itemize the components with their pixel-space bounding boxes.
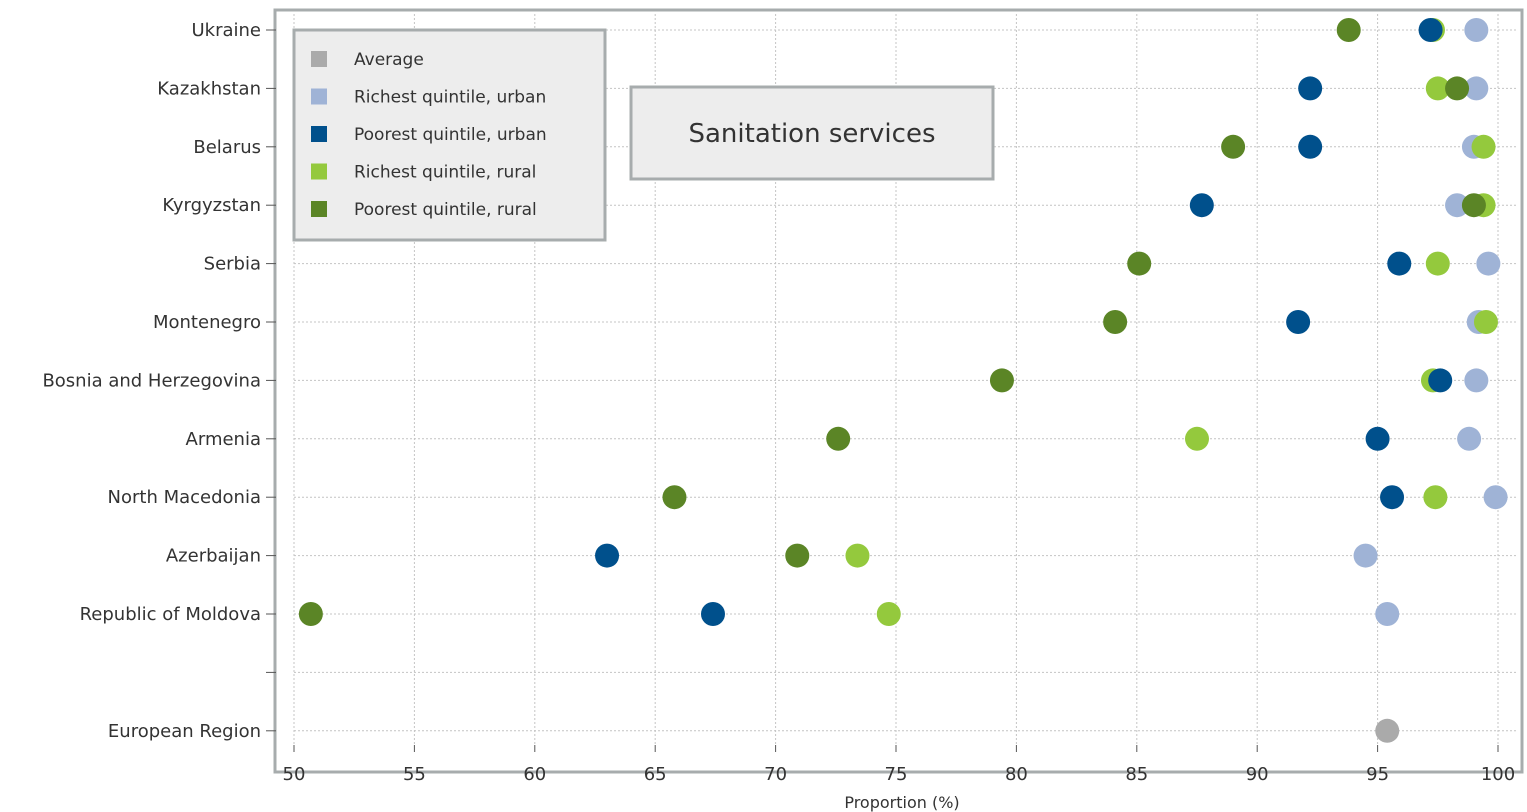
- data-point: [1387, 251, 1412, 276]
- title-box: Sanitation services: [629, 85, 995, 181]
- x-axis-title: Proportion (%): [844, 793, 959, 812]
- data-point: [1298, 134, 1323, 159]
- x-tick-label: 55: [403, 764, 426, 785]
- data-point: [1221, 134, 1246, 159]
- data-point: [1423, 485, 1448, 510]
- category-label: European Region: [108, 721, 261, 742]
- title-box-frame: [629, 85, 995, 181]
- data-points: [298, 18, 1508, 743]
- data-point: [1461, 193, 1486, 218]
- legend-swatch: [311, 126, 327, 142]
- data-point: [1445, 76, 1470, 101]
- data-point: [1425, 76, 1450, 101]
- x-tick-label: 65: [644, 764, 667, 785]
- data-point: [1298, 76, 1323, 101]
- legend-items: Average Richest quintile, urban Poorest qu…: [311, 50, 547, 220]
- data-point: [1464, 368, 1489, 393]
- data-point: [1365, 426, 1390, 451]
- category-label: Serbia: [204, 254, 261, 275]
- x-tick-label: 50: [283, 764, 306, 785]
- data-point: [1418, 18, 1443, 42]
- category-label: Azerbaijan: [166, 546, 261, 567]
- data-point: [1286, 310, 1311, 334]
- data-point: [1425, 251, 1450, 276]
- x-tick-label: 90: [1246, 764, 1269, 785]
- legend-swatch: [311, 163, 327, 180]
- category-labels: Ukraine Kazakhstan Belarus Kyrgyzstan Serbia…: [42, 20, 276, 742]
- data-point: [1464, 76, 1489, 101]
- legend-box: [292, 28, 607, 242]
- data-point: [1375, 718, 1400, 743]
- category-label: Ukraine: [191, 20, 261, 41]
- legend: Average Richest quintile, urban Poorest qu…: [292, 28, 607, 242]
- data-point: [1483, 485, 1508, 510]
- legend-label: Richest quintile, rural: [354, 163, 536, 183]
- legend-label: Poorest quintile, rural: [354, 200, 537, 220]
- category-label: Kyrgyzstan: [162, 195, 261, 216]
- data-point: [1428, 368, 1453, 393]
- data-point: [298, 602, 323, 626]
- data-point: [989, 368, 1014, 393]
- x-tick-label: 80: [1005, 764, 1028, 785]
- data-point: [845, 543, 870, 568]
- data-point: [785, 543, 810, 568]
- legend-swatch: [311, 201, 327, 217]
- x-tick-label: 100: [1481, 764, 1515, 785]
- data-point: [1457, 426, 1482, 451]
- data-point: [1127, 251, 1152, 276]
- x-tick-label: 85: [1125, 764, 1148, 785]
- x-tick-label: 70: [764, 764, 787, 785]
- category-label: North Macedonia: [108, 487, 261, 508]
- plot-frame: [273, 8, 1524, 774]
- data-point: [826, 426, 851, 451]
- x-axis-ticks: 50 55 60 65 70 75 80 85 90 95 100: [283, 745, 1515, 785]
- data-point: [1476, 251, 1501, 276]
- legend-label: Richest quintile, urban: [354, 88, 546, 108]
- x-tick-label: 60: [523, 764, 546, 785]
- category-label: Armenia: [186, 429, 261, 450]
- data-point: [876, 602, 901, 626]
- data-point: [595, 543, 620, 568]
- category-label: Republic of Moldova: [80, 604, 261, 625]
- legend-label: Average: [354, 50, 424, 70]
- category-label: Kazakhstan: [157, 78, 261, 99]
- category-label: Montenegro: [153, 312, 261, 333]
- x-tick-label: 95: [1366, 764, 1389, 785]
- data-point: [662, 485, 687, 510]
- category-label: Belarus: [193, 137, 261, 158]
- data-point: [1185, 426, 1209, 451]
- data-point: [700, 602, 725, 626]
- legend-swatch: [311, 51, 327, 67]
- category-label: Bosnia and Herzegovina: [42, 370, 261, 391]
- data-point: [1103, 310, 1128, 334]
- data-point: [1375, 602, 1400, 626]
- data-point: [1473, 310, 1498, 334]
- data-point: [1464, 18, 1489, 42]
- x-tick-label: 75: [885, 764, 908, 785]
- data-point: [1471, 134, 1496, 159]
- data-point: [1380, 485, 1405, 510]
- legend-label: Poorest quintile, urban: [354, 125, 547, 145]
- legend-swatch: [311, 88, 327, 105]
- data-point: [1336, 18, 1361, 42]
- data-point: [1445, 193, 1470, 218]
- data-point: [1189, 193, 1214, 218]
- chart-title: Sanitation services: [688, 119, 935, 149]
- data-point: [1353, 543, 1378, 568]
